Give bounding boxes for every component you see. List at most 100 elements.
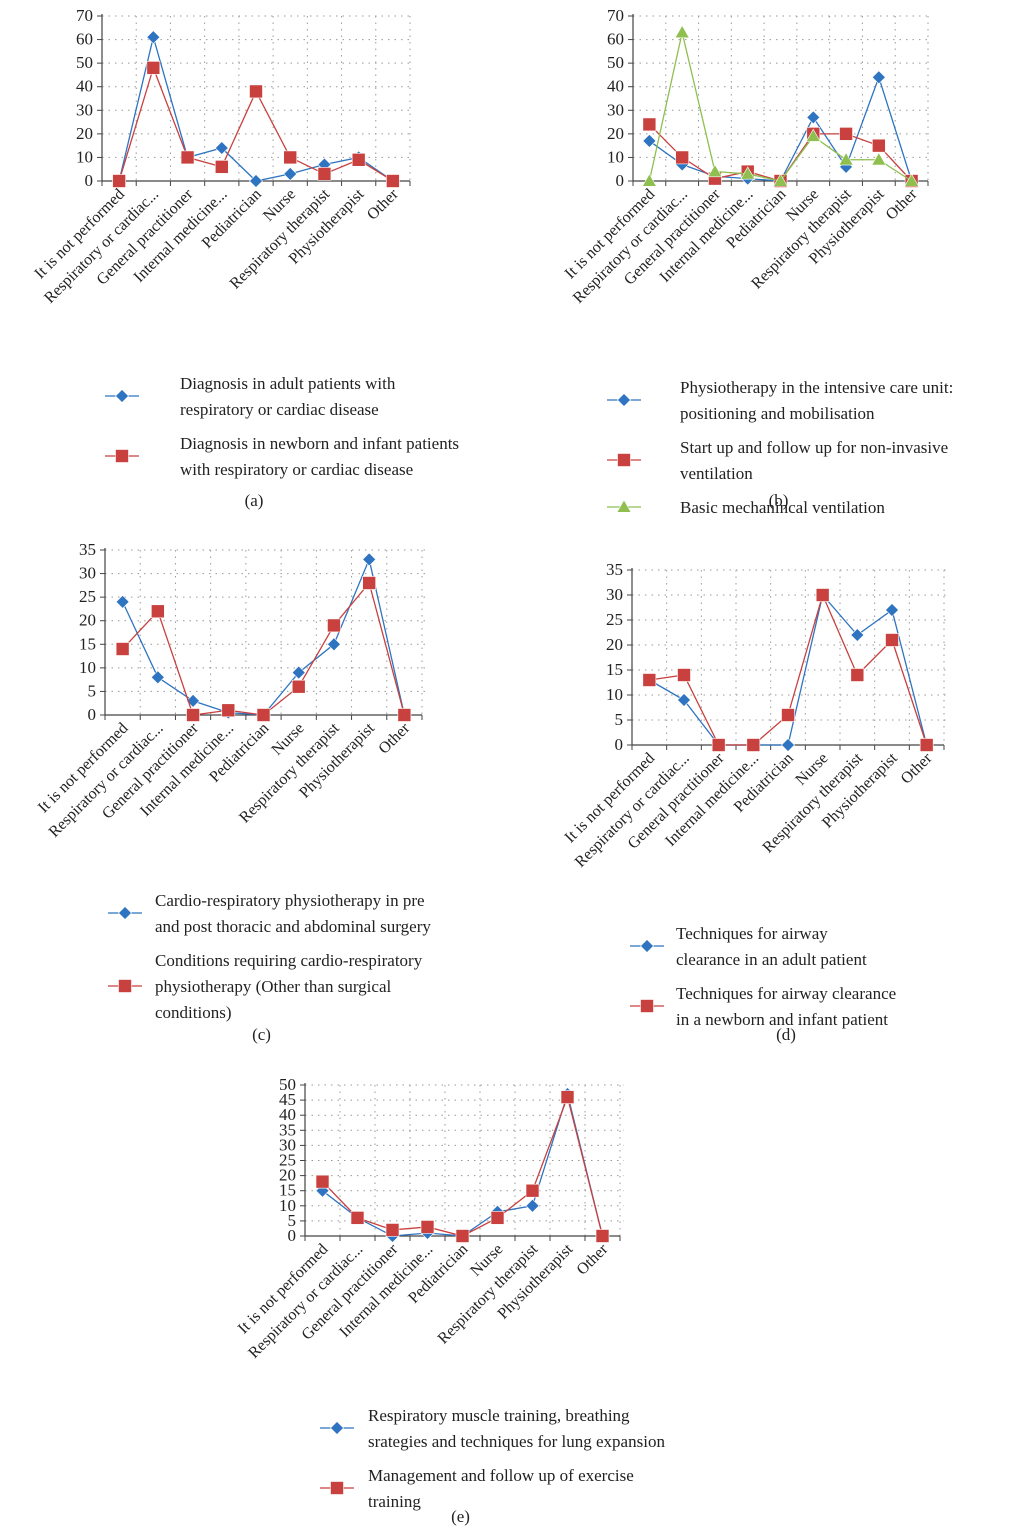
- data-point: [815, 588, 830, 602]
- data-point: [560, 1090, 575, 1104]
- legend-label: Techniques for airway clearance: [676, 984, 896, 1003]
- series-line: [118, 34, 394, 182]
- y-tick-label: 30: [607, 100, 624, 119]
- legend-label: Techniques for airway: [676, 924, 828, 943]
- data-point: [317, 167, 332, 181]
- series-line: [122, 581, 406, 716]
- x-category-label: Other: [375, 719, 413, 757]
- y-tick-label: 0: [616, 171, 625, 190]
- y-tick-label: 35: [79, 540, 96, 559]
- data-point: [291, 665, 306, 680]
- legend-label: clearance in an adult patient: [676, 950, 867, 969]
- data-point: [525, 1183, 540, 1198]
- data-point: [872, 138, 886, 153]
- data-point: [781, 738, 795, 752]
- y-tick-label: 60: [607, 30, 624, 49]
- y-tick-label: 20: [607, 124, 624, 143]
- panel-caption: (a): [245, 491, 264, 510]
- y-tick-label: 35: [279, 1120, 296, 1139]
- y-tick-label: 10: [279, 1196, 296, 1215]
- y-tick-label: 25: [79, 587, 96, 606]
- legend-label: Physiotherapy in the intensive care unit…: [680, 378, 953, 397]
- y-tick-label: 50: [607, 53, 624, 72]
- data-point: [642, 117, 657, 132]
- legend-marker: [640, 939, 654, 953]
- data-point: [397, 708, 412, 722]
- y-tick-label: 10: [79, 658, 96, 677]
- legend-marker: [640, 999, 654, 1013]
- data-point: [642, 673, 657, 687]
- x-category-label: Other: [364, 185, 402, 223]
- data-point: [781, 708, 795, 722]
- y-tick-label: 5: [88, 681, 97, 700]
- y-tick-label: 10: [607, 147, 624, 166]
- y-tick-label: 20: [606, 635, 623, 654]
- y-tick-label: 70: [607, 6, 624, 25]
- y-tick-label: 15: [606, 660, 623, 679]
- data-point: [772, 173, 789, 187]
- y-tick-label: 45: [279, 1090, 296, 1109]
- legend-marker: [330, 1481, 344, 1495]
- data-point: [677, 668, 691, 682]
- legend-label: Basic mechanincal ventilation: [680, 498, 885, 517]
- data-point: [214, 160, 229, 174]
- y-tick-label: 40: [279, 1105, 296, 1124]
- y-tick-label: 30: [79, 564, 96, 583]
- data-point: [249, 174, 263, 188]
- data-point: [595, 1229, 610, 1243]
- y-tick-label: 50: [76, 53, 93, 72]
- data-point: [904, 173, 920, 187]
- y-tick-label: 10: [76, 147, 93, 166]
- data-point: [805, 128, 821, 142]
- data-point: [362, 576, 376, 590]
- legend-label: Cardio-respiratory physiotherapy in pre: [155, 891, 425, 910]
- y-tick-label: 20: [76, 124, 93, 143]
- y-tick-label: 20: [79, 611, 96, 630]
- legend-label: conditions): [155, 1003, 232, 1022]
- x-category-label: Other: [883, 185, 921, 223]
- data-point: [707, 163, 723, 178]
- y-tick-label: 30: [606, 585, 623, 604]
- data-point: [385, 1223, 400, 1237]
- legend-label: with respiratory or cardiac disease: [180, 460, 413, 479]
- data-point: [115, 594, 130, 609]
- data-point: [871, 152, 887, 166]
- data-point: [362, 552, 377, 567]
- data-point: [186, 708, 200, 722]
- y-tick-label: 0: [288, 1226, 297, 1245]
- panel-caption: (c): [252, 1025, 271, 1044]
- x-category-label: Other: [898, 749, 936, 787]
- y-tick-label: 35: [606, 560, 623, 579]
- data-point: [151, 604, 165, 619]
- y-tick-label: 25: [279, 1151, 296, 1170]
- legend-label: Management and follow up of exercise: [368, 1466, 634, 1485]
- y-tick-label: 5: [615, 710, 624, 729]
- legend-label: in a newborn and infant patient: [676, 1010, 888, 1029]
- panel-caption: (b): [769, 491, 789, 510]
- legend-label: srategies and techniques for lung expans…: [368, 1432, 665, 1451]
- y-tick-label: 5: [288, 1211, 297, 1230]
- panel-caption: (e): [451, 1507, 470, 1526]
- data-point: [146, 30, 161, 45]
- data-point: [112, 174, 126, 188]
- legend-label: Diagnosis in newborn and infant patients: [180, 434, 459, 453]
- legend-label: training: [368, 1492, 421, 1511]
- data-point: [283, 150, 298, 165]
- data-point: [885, 603, 899, 617]
- data-point: [919, 738, 934, 752]
- data-point: [455, 1229, 470, 1243]
- data-point: [490, 1211, 505, 1225]
- legend-marker: [115, 389, 129, 403]
- data-point: [150, 670, 165, 685]
- data-point: [351, 152, 366, 167]
- y-tick-label: 10: [606, 685, 623, 704]
- data-point: [386, 174, 400, 188]
- data-point: [525, 1198, 540, 1213]
- legend-marker: [617, 393, 631, 407]
- legend-label: Start up and follow up for non-invasive: [680, 438, 948, 457]
- data-point: [221, 703, 236, 718]
- data-point: [327, 637, 341, 652]
- legend-marker: [115, 449, 129, 463]
